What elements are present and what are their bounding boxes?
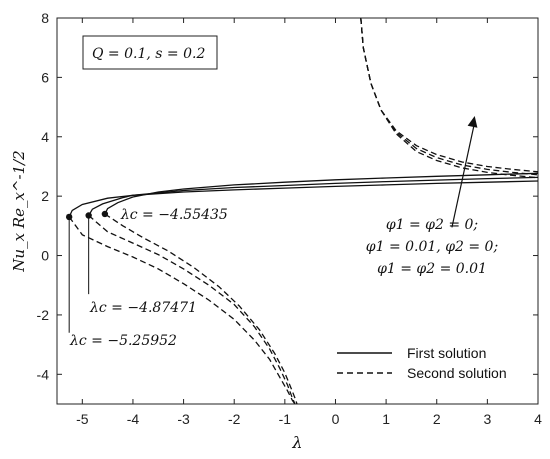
- y-tick-label: -2: [37, 307, 50, 323]
- x-tick-label: -2: [228, 411, 241, 427]
- second-solution-line-6: [360, 18, 538, 179]
- cases-annotation: φ1 = φ2 = 0; φ1 = 0.01, φ2 = 0; φ1 = φ2 …: [366, 115, 498, 277]
- y-tick-label: 4: [41, 129, 49, 145]
- critical-label-2: λc = −4.87471: [89, 300, 197, 316]
- case-line-3: φ1 = φ2 = 0.01: [377, 261, 487, 277]
- critical-point-3: [101, 210, 109, 218]
- first-solution-line-0: [68, 180, 538, 218]
- legend: First solution Second solution: [337, 345, 507, 381]
- x-tick-label: -3: [177, 411, 190, 427]
- params-box-text: Q = 0.1, s = 0.2: [92, 46, 205, 62]
- y-tick-label: 0: [41, 248, 49, 264]
- x-tick-label: 2: [433, 411, 441, 427]
- first-solution-line-1: [88, 176, 538, 216]
- case-line-2: φ1 = 0.01, φ2 = 0;: [366, 239, 498, 255]
- legend-first-solution: First solution: [407, 345, 486, 361]
- x-tick-label: 0: [332, 411, 340, 427]
- x-tick-label: 3: [483, 411, 491, 427]
- y-tick-label: 6: [41, 69, 49, 85]
- critical-label-1: λc = −5.25952: [69, 333, 177, 349]
- y-tick-label: -4: [37, 366, 50, 382]
- plot-frame: [56, 17, 539, 405]
- second-solution-line-5: [104, 213, 298, 404]
- params-box: Q = 0.1, s = 0.2: [82, 35, 218, 70]
- x-tick-label: -4: [127, 411, 140, 427]
- first-solution-line-2: [104, 172, 538, 215]
- second-solution-line-3: [68, 216, 296, 404]
- y-axis-label: Nu_x Re_x^-1/2: [10, 150, 28, 272]
- second-solution-line-4: [88, 215, 296, 404]
- x-tick-label: 1: [382, 411, 390, 427]
- case-line-1: φ1 = φ2 = 0;: [386, 217, 478, 233]
- second-solution-line-7: [360, 18, 538, 176]
- y-tick-label: 2: [41, 188, 49, 204]
- x-tick-label: -5: [76, 411, 89, 427]
- x-axis-label: λ: [291, 433, 302, 452]
- legend-second-solution: Second solution: [407, 365, 507, 381]
- x-tick-label: 4: [534, 411, 542, 427]
- y-tick-label: 8: [41, 10, 49, 26]
- x-tick-label: -1: [279, 411, 292, 427]
- critical-label-3: λc = −4.55435: [120, 207, 228, 223]
- second-solution-line-8: [360, 18, 538, 173]
